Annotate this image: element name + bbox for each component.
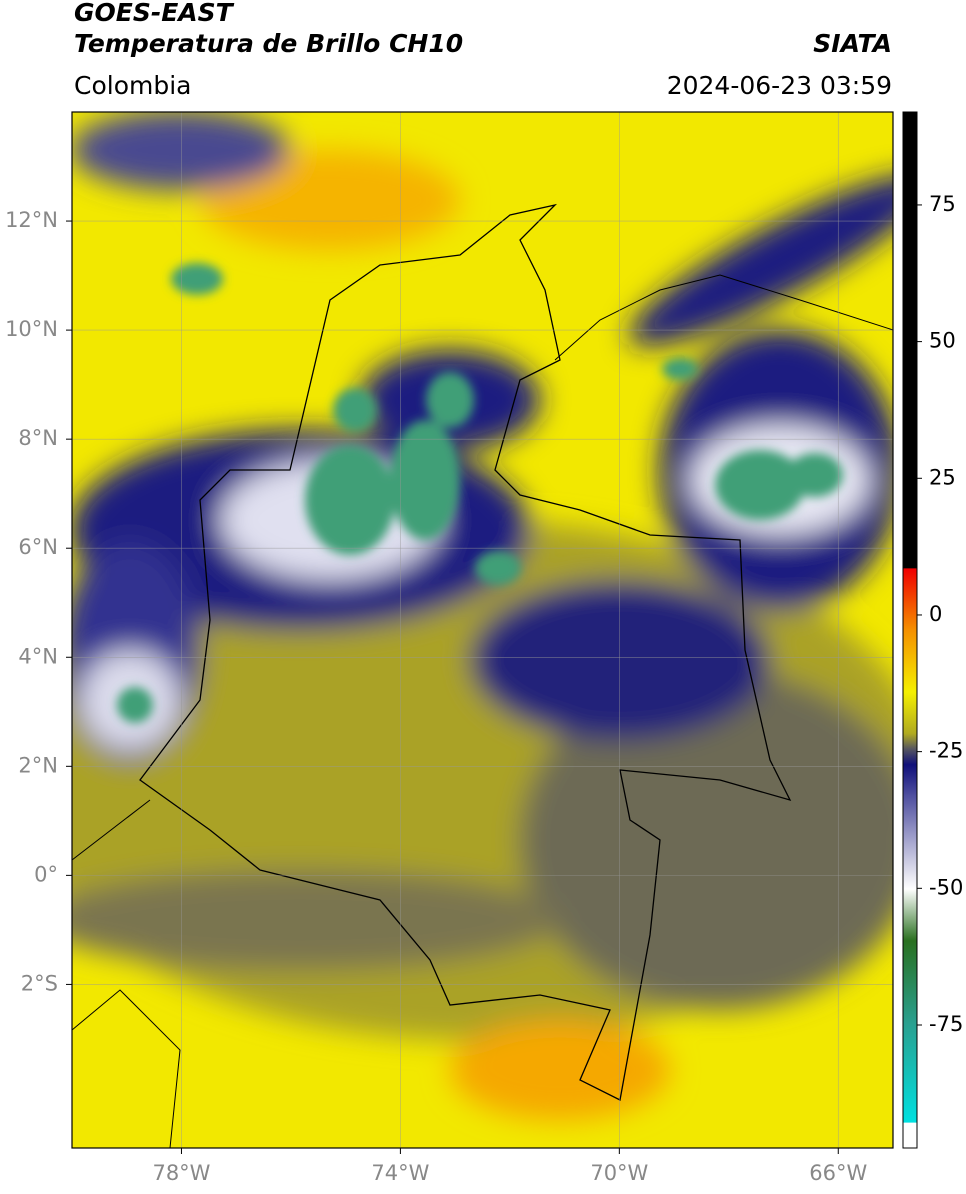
x-tick-label: 74°W <box>371 1161 429 1185</box>
y-tick-label: 6°N <box>18 535 58 559</box>
datetime: 2024-06-23 03:59 <box>667 71 892 100</box>
graticule <box>72 112 893 1148</box>
colorbar-tick-label: 75 <box>929 192 956 216</box>
subtitle: Temperatura de Brillo CH10 <box>74 29 463 58</box>
y-tick-label: 0° <box>34 862 58 886</box>
x-tick-label: 70°W <box>590 1161 648 1185</box>
colorbar-tick-label: 50 <box>929 329 956 353</box>
x-tick-label: 66°W <box>809 1161 867 1185</box>
y-tick-label: 12°N <box>5 208 58 232</box>
cloud-field <box>72 112 893 1120</box>
map-frame <box>71 111 894 1149</box>
colorbar <box>902 111 918 1149</box>
region: Colombia <box>74 71 191 100</box>
x-tick-label: 78°W <box>152 1161 210 1185</box>
country-border <box>139 203 792 1101</box>
satellite-image <box>72 112 893 1148</box>
colorbar-tick-label: -50 <box>929 875 963 899</box>
colorbar-tick-label: -25 <box>929 739 963 763</box>
source: SIATA <box>813 29 892 58</box>
y-tick-label: 2°N <box>18 753 58 777</box>
cold-tops <box>117 263 843 723</box>
y-tick-label: 4°N <box>18 644 58 668</box>
y-tick-label: 2°S <box>21 971 58 995</box>
colorbar-tick-label: -75 <box>929 1012 963 1036</box>
colorbar-tick-label: 0 <box>929 602 942 626</box>
coastline <box>554 274 893 361</box>
coastline <box>72 799 181 1148</box>
y-tick-label: 8°N <box>18 426 58 450</box>
colorbar-tick-label: 25 <box>929 465 956 489</box>
y-tick-label: 10°N <box>5 317 58 341</box>
title: GOES-EAST <box>74 0 235 27</box>
